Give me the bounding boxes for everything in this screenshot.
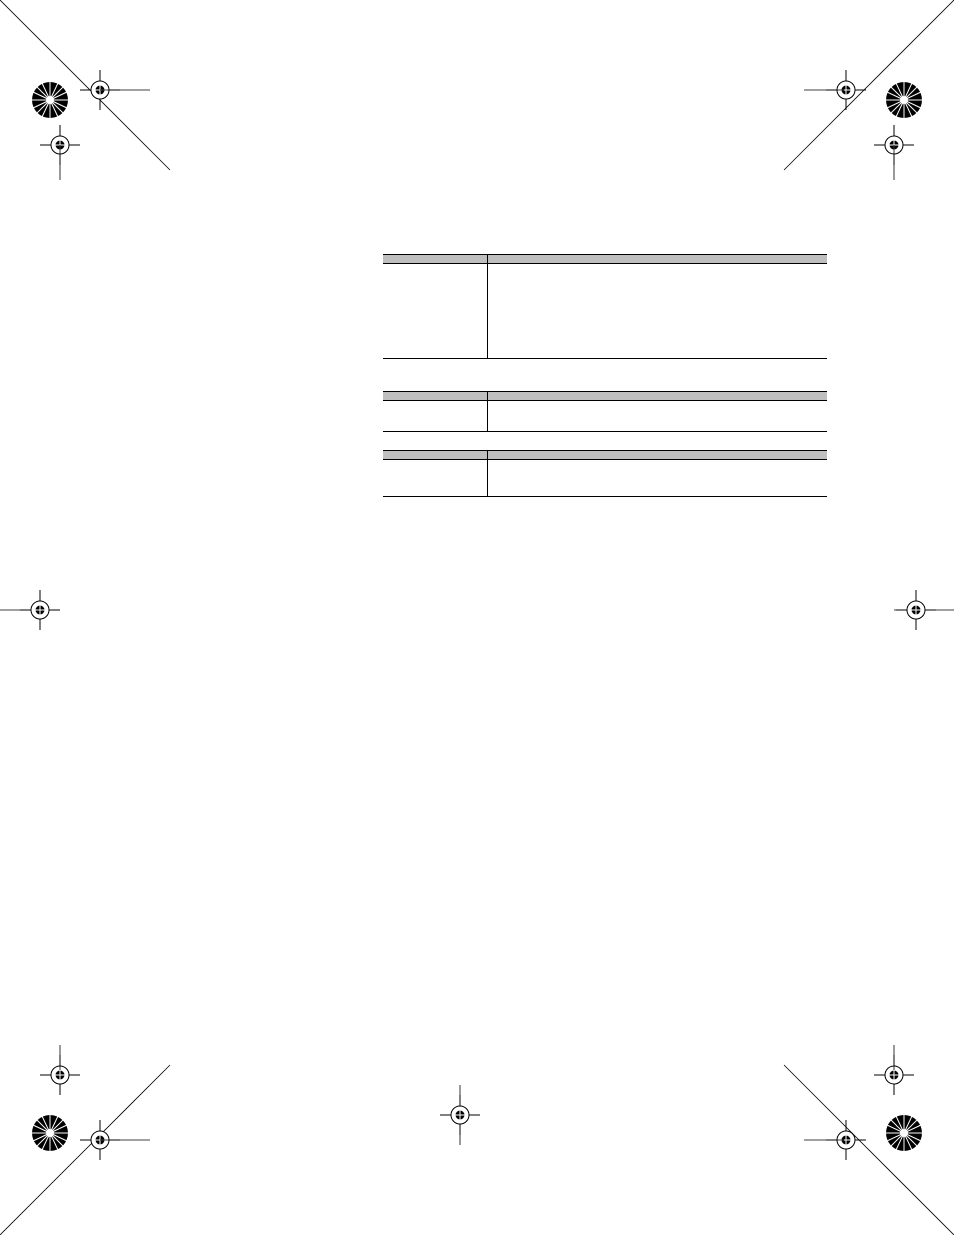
table-cell	[383, 264, 487, 359]
table-cell	[383, 460, 487, 497]
table-header-cell	[487, 392, 827, 401]
table-header-row	[383, 451, 827, 460]
table-header-cell	[383, 255, 487, 264]
table-cell	[383, 401, 487, 432]
crop-mark-top-left	[20, 70, 150, 180]
table-header-row	[383, 392, 827, 401]
table-header-row	[383, 255, 827, 264]
crop-mark-mid-left	[10, 590, 70, 630]
section-2-table	[383, 391, 827, 432]
table-cell	[487, 401, 827, 432]
table-header-cell	[383, 451, 487, 460]
page-content	[383, 248, 827, 497]
section-3-table	[383, 450, 827, 497]
table-header-cell	[383, 392, 487, 401]
table-header-cell	[487, 451, 827, 460]
crop-mark-bottom-center	[440, 1095, 480, 1135]
table-header-cell	[487, 255, 827, 264]
crop-mark-bottom-right	[804, 1045, 934, 1165]
table-row	[383, 460, 827, 497]
crop-lines	[0, 0, 954, 1235]
crop-mark-top-right	[804, 70, 934, 180]
table-row	[383, 264, 827, 359]
crop-mark-bottom-left	[20, 1045, 150, 1165]
crop-mark-mid-right	[886, 590, 946, 630]
table-cell	[487, 264, 827, 359]
table-row	[383, 401, 827, 432]
table-cell	[487, 460, 827, 497]
section-1-table	[383, 254, 827, 359]
